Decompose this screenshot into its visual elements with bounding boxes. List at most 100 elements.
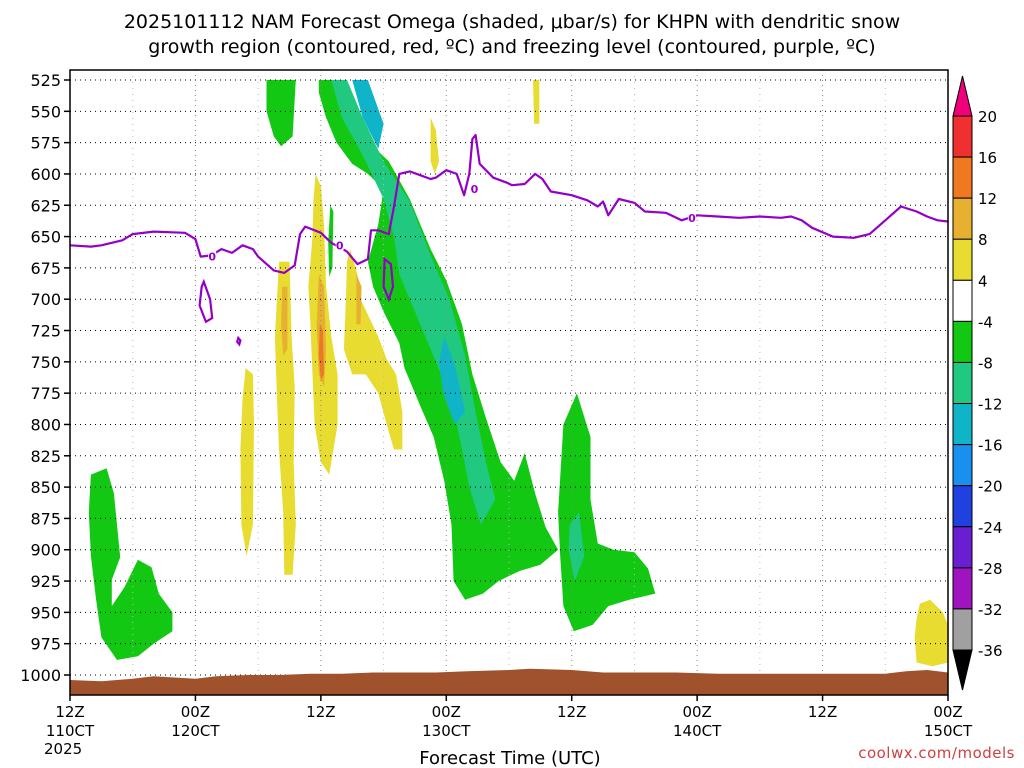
omega-negative-region-3-level--16	[439, 336, 466, 425]
grid-lines	[69, 70, 949, 695]
freezing-level-line	[70, 134, 948, 274]
colorbar-label-9: -20	[978, 478, 1003, 496]
freezing-level-label-0: 0	[208, 250, 216, 264]
y-tick-label-825: 825	[30, 447, 61, 466]
colorbar-label-2: 12	[978, 190, 997, 208]
omega-positive-core-2-level-8	[281, 286, 288, 356]
colorbar-label-0: 20	[978, 108, 997, 126]
omega-negative-region-1-level--12	[331, 80, 496, 525]
terrain-fill	[70, 668, 948, 695]
colorbar-band-3	[952, 238, 973, 281]
x-tick-label-7: 00Z	[933, 703, 962, 721]
terrain	[70, 668, 948, 695]
freezing-level-island-2	[382, 256, 395, 303]
y-tick-label-925: 925	[30, 572, 61, 591]
x-tick-label-5: 00Z	[682, 703, 711, 721]
colorbar-label-11: -28	[978, 560, 1003, 578]
omega-positive-region-5-level-4	[430, 117, 439, 174]
y-tick-label-550: 550	[30, 102, 61, 121]
x-tick-label-2: 12Z	[306, 703, 335, 721]
omega-negative-region-7-level--8	[88, 468, 173, 660]
y-tick-label-975: 975	[30, 635, 61, 654]
colorbar: 20 16 12 8 4 -4 -8 -12 -16 -20 -24 -28 -32 -36	[952, 75, 1003, 691]
x-tick-date-7: 150CT	[924, 722, 973, 740]
freezing-level-island-0	[198, 278, 214, 324]
omega-positive-core-1-level-12	[318, 324, 324, 381]
y-tick-label-800: 800	[30, 415, 61, 434]
y-tick-label-600: 600	[30, 165, 61, 184]
freezing-level-label-1: 0	[335, 239, 344, 252]
colorbar-band-10	[952, 526, 973, 569]
omega-negative-region-4-level--16	[360, 80, 366, 89]
svg-text:0: 0	[471, 183, 479, 196]
colorbar-band-2	[952, 197, 973, 240]
chart-title-line-1: 2025101112 NAM Forecast Omega (shaded, μ…	[124, 11, 900, 33]
y-tick-label-950: 950	[30, 603, 61, 622]
x-tick-date-5: 140CT	[673, 722, 722, 740]
colorbar-top-arrow	[952, 75, 973, 117]
colorbar-label-12: -32	[978, 601, 1003, 619]
omega-positive-region-4-level-4	[533, 80, 540, 124]
svg-text:0: 0	[208, 251, 216, 264]
freezing-level-label-3: 0	[687, 211, 696, 225]
chart-title-line-2: growth region (contoured, red, ºC) and f…	[148, 36, 875, 58]
x-tick-date-0: 110CT	[46, 722, 95, 740]
colorbar-label-1: 16	[978, 149, 997, 167]
colorbar-band-6	[952, 361, 973, 405]
omega-positive-region-1-level-4	[274, 261, 296, 575]
freezing-level-island-1	[235, 335, 242, 347]
y-tick-label-875: 875	[30, 509, 61, 528]
y-tick-label-575: 575	[30, 134, 61, 153]
x-tick-date-3: 130CT	[422, 722, 471, 740]
omega-negative-region-8-level--8	[558, 393, 656, 632]
omega-negative-region-9-level--12	[568, 512, 585, 582]
x-tick-label-1: 00Z	[181, 703, 210, 721]
x-tick-label-0: 12Z	[55, 703, 84, 721]
colorbar-label-3: 8	[978, 231, 988, 249]
colorbar-band-1	[952, 156, 973, 199]
colorbar-label-4: 4	[978, 272, 988, 290]
x-tick-label-6: 12Z	[808, 703, 837, 721]
y-tick-label-1000: 1000	[20, 666, 61, 685]
y-tick-label-850: 850	[30, 478, 61, 497]
y-tick-label-525: 525	[30, 71, 61, 90]
y-axis: 525 550 575 600 625 650 675 700 725 750 775 800 825 8…	[20, 71, 70, 685]
omega-positive-core-3-level-8	[356, 274, 362, 325]
omega-positive-region-6-level-4	[914, 599, 948, 667]
y-tick-label-675: 675	[30, 259, 61, 278]
freezing-level-label-2: 0	[470, 182, 479, 196]
x-tick-date-1: 120CT	[171, 722, 220, 740]
colorbar-band-7	[952, 403, 973, 446]
y-tick-label-900: 900	[30, 541, 61, 560]
omega-shading	[88, 80, 948, 667]
freezing-level-contours: 0 0 0 0	[70, 134, 948, 347]
colorbar-label-13: -36	[978, 642, 1003, 660]
omega-negative-region-2-level--16	[352, 80, 384, 149]
y-tick-label-650: 650	[30, 228, 61, 247]
colorbar-band-11	[952, 567, 973, 610]
x-axis-title: Forecast Time (UTC)	[419, 748, 600, 768]
x-tick-year: 2025	[44, 740, 82, 758]
colorbar-label-8: -16	[978, 437, 1003, 455]
x-tick-label-3: 00Z	[432, 703, 461, 721]
colorbar-label-7: -12	[978, 396, 1003, 414]
credit-text: coolwx.com/models	[858, 744, 1015, 762]
y-tick-label-775: 775	[30, 384, 61, 403]
colorbar-bottom-arrow	[952, 649, 973, 691]
x-tick-label-4: 12Z	[557, 703, 586, 721]
colorbar-band-4	[952, 279, 973, 322]
colorbar-band-0	[952, 115, 973, 158]
colorbar-label-5: -4	[978, 313, 993, 331]
omega-positive-region-2-level-4	[240, 368, 254, 556]
svg-text:0: 0	[688, 212, 696, 225]
y-tick-label-725: 725	[30, 322, 61, 341]
y-tick-label-700: 700	[30, 290, 61, 309]
omega-negative-region-5-level--8	[266, 80, 296, 147]
colorbar-label-10: -24	[978, 519, 1003, 537]
colorbar-band-9	[952, 485, 973, 528]
y-tick-label-625: 625	[30, 196, 61, 215]
colorbar-band-12	[952, 608, 973, 651]
colorbar-band-8	[952, 444, 973, 487]
